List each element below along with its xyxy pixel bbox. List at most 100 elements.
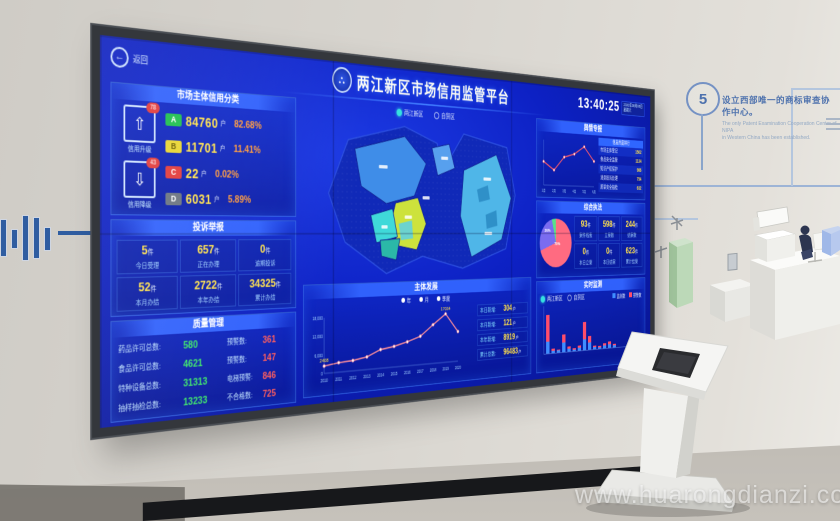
unit-label: 件 bbox=[587, 223, 591, 229]
development-stat-row: 本月新增: 121 户 bbox=[477, 316, 528, 332]
warning-label: 不合格数: bbox=[226, 391, 253, 402]
credit-percent: 0.02% bbox=[215, 168, 239, 181]
svg-text:6,000: 6,000 bbox=[314, 353, 323, 359]
radio-dot-icon bbox=[433, 111, 439, 120]
svg-text:17034: 17034 bbox=[441, 307, 450, 313]
unit-label: 件 bbox=[216, 283, 223, 291]
stat-value: 623件 bbox=[625, 245, 639, 256]
svg-text:2015: 2015 bbox=[391, 371, 398, 377]
stat-value: 244件 bbox=[625, 218, 639, 230]
wall-note: 设立西部唯一的商标审查协作中心。 The only Patent Examina… bbox=[722, 94, 838, 142]
milestone-connector bbox=[701, 114, 703, 170]
kiosk-stand bbox=[586, 331, 750, 517]
credit-grade-row: A 84760 户 82.68% bbox=[165, 108, 291, 138]
stat-label: 本日立案 bbox=[579, 260, 593, 266]
unit-label: 户 bbox=[512, 307, 516, 312]
legend-item: 监测数 bbox=[612, 292, 625, 300]
credit-downgrade-icon: ⇩ 43 bbox=[123, 157, 160, 199]
toggle-label: 自贸区 bbox=[441, 112, 455, 121]
district-map[interactable] bbox=[303, 109, 531, 282]
svg-text:2013: 2013 bbox=[363, 374, 370, 380]
map-region-toggle[interactable]: 自贸区 bbox=[433, 111, 455, 122]
credit-grade-rows: A 84760 户 82.68% B 11701 户 11.41% C 22 户 0.02% D 6031… bbox=[162, 107, 291, 214]
stacked-bar bbox=[546, 314, 550, 354]
stat-cell: 598件 立案数 bbox=[598, 216, 621, 242]
stat-value: 2722件 bbox=[194, 277, 223, 293]
upgrade-label: 信用升级 bbox=[127, 145, 152, 154]
quality-label: 抽样抽检总数: bbox=[118, 400, 161, 414]
stat-label: 累计办结 bbox=[255, 294, 276, 302]
quality-label: 食品许可总数: bbox=[118, 361, 161, 374]
unit-label: 户 bbox=[512, 321, 516, 327]
monitor-region-toggle[interactable]: 两江新区 bbox=[540, 294, 563, 303]
legend-dot-icon bbox=[436, 296, 441, 302]
unit-label: 件 bbox=[635, 223, 639, 229]
svg-text:6月: 6月 bbox=[592, 190, 596, 195]
quality-value: 31313 bbox=[183, 375, 208, 389]
wall-timeline-right bbox=[652, 185, 840, 187]
radio-dot-icon bbox=[396, 108, 402, 117]
warning-value: 361 bbox=[262, 333, 276, 346]
unit-label: 户 bbox=[515, 335, 519, 341]
unit-label: 件 bbox=[275, 281, 281, 289]
map-block: 两江新区 自贸区 bbox=[303, 98, 531, 281]
milestone-5-number: 5 bbox=[698, 90, 708, 108]
stat-label: 累计结案 bbox=[625, 259, 638, 265]
unit-label: 件 bbox=[609, 250, 613, 256]
monitor-toggles: 两江新区 自贸区 bbox=[540, 293, 585, 303]
quality-rows: 药品许可总数: 580 预警数: 361 食品许可总数: 4621 预警数: 147 特种设备总… bbox=[111, 327, 295, 422]
enforcement-panel: 综合执法 70% 26% 93件 案件线索 598件 立案数 244件 结案数 0件 本日立案… bbox=[536, 200, 646, 279]
quality-label: 药品许可总数: bbox=[118, 342, 161, 355]
stacked-bar bbox=[551, 348, 555, 354]
center-column: 两江新区 自贸区 bbox=[303, 98, 532, 399]
warning-label: 电梯预警: bbox=[226, 372, 253, 384]
credit-count: 22 bbox=[185, 165, 199, 182]
credit-grade-row: B 11701 户 11.41% bbox=[165, 135, 291, 163]
svg-text:0: 0 bbox=[321, 372, 323, 378]
credit-percent: 5.89% bbox=[227, 194, 252, 206]
legend-item: 预警数 bbox=[628, 291, 641, 299]
quality-panel: 质量管理 药品许可总数: 580 预警数: 361 食品许可总数: 4621 预警数: 147… bbox=[110, 311, 297, 423]
unit-label: 件 bbox=[150, 285, 157, 293]
sentiment-count: 632 bbox=[636, 186, 642, 192]
monitor-region-toggle[interactable]: 自贸区 bbox=[567, 293, 585, 302]
svg-text:1月: 1月 bbox=[542, 188, 546, 193]
unit-label: 件 bbox=[147, 249, 154, 257]
svg-text:18,000: 18,000 bbox=[313, 316, 324, 322]
svg-text:2010: 2010 bbox=[320, 378, 328, 384]
svg-text:3月: 3月 bbox=[562, 189, 566, 194]
toggle-label: 自贸区 bbox=[573, 294, 585, 302]
upgrade-badge: 78 bbox=[146, 102, 160, 114]
radio-dot-icon bbox=[540, 295, 546, 303]
stat-label: 案件线索 bbox=[579, 233, 593, 239]
wall-illustration bbox=[655, 206, 840, 340]
sentiment-row[interactable]: 质量安全抽检 632 bbox=[598, 182, 644, 194]
stat-label: 本日新增: bbox=[479, 307, 497, 314]
grade-chip: C bbox=[165, 166, 182, 180]
sentiment-topic: 质量安全抽检 bbox=[600, 184, 618, 191]
wall-note-cn: 设立西部唯一的商标审查协作中心。 bbox=[722, 95, 831, 117]
unit-label: 户 bbox=[518, 349, 522, 355]
toggle-label: 两江新区 bbox=[404, 109, 424, 119]
wall-display: ← 返回 ⛬ 两江新区市场信用监管平台 13:40:25 2020年08月08日… bbox=[92, 25, 654, 438]
credit-count: 11701 bbox=[185, 139, 218, 156]
wall-note-en-2: in Western China has been established. bbox=[722, 135, 811, 141]
downgrade-badge: 43 bbox=[146, 157, 160, 169]
warning-value: 147 bbox=[262, 351, 276, 364]
wall-note-en-1: The only Patent Examination Cooperation … bbox=[722, 121, 837, 134]
stat-label: 本年新增: bbox=[479, 336, 497, 344]
credit-percent: 11.41% bbox=[233, 143, 261, 157]
left-column: 市场主体信用分类 ⇧ 78 信用升级 ⇩ 43 信用降级 A 847 bbox=[110, 81, 297, 423]
svg-text:2012: 2012 bbox=[349, 375, 356, 381]
svg-text:2017: 2017 bbox=[417, 369, 424, 375]
warning-label: 预警数: bbox=[226, 336, 247, 347]
svg-text:2020: 2020 bbox=[455, 365, 461, 371]
warning-value: 725 bbox=[262, 387, 276, 400]
stat-label: 本日结案 bbox=[603, 260, 616, 266]
stat-value: 0件 bbox=[582, 245, 590, 257]
sentiment-line-chart: 1月 2月 3月 4月 5月 6月 bbox=[539, 133, 597, 195]
stat-value: 52件 bbox=[138, 279, 157, 295]
legend-swatch-icon bbox=[628, 292, 632, 298]
credit-grade-row: C 22 户 0.02% bbox=[165, 161, 291, 187]
stat-value: 657件 bbox=[197, 242, 220, 257]
